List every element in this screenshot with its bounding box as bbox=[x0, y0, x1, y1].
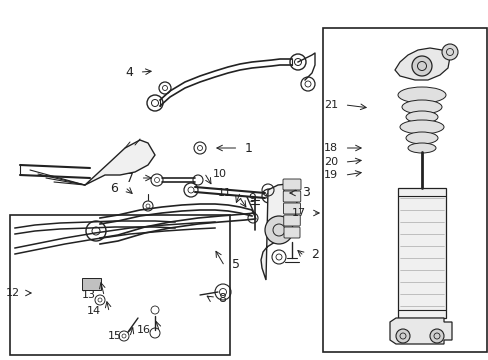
Circle shape bbox=[264, 216, 292, 244]
Bar bbox=[10, 215, 229, 355]
Text: 10: 10 bbox=[213, 169, 226, 179]
FancyBboxPatch shape bbox=[283, 215, 300, 226]
Text: 17: 17 bbox=[291, 208, 305, 218]
Text: 16: 16 bbox=[137, 325, 151, 335]
Ellipse shape bbox=[405, 132, 437, 144]
Ellipse shape bbox=[399, 120, 443, 134]
Circle shape bbox=[429, 329, 443, 343]
Polygon shape bbox=[261, 184, 296, 280]
Text: 7: 7 bbox=[126, 171, 134, 184]
FancyBboxPatch shape bbox=[283, 191, 300, 202]
Text: 1: 1 bbox=[244, 141, 252, 154]
Text: 15: 15 bbox=[108, 331, 122, 341]
Text: 2: 2 bbox=[310, 248, 318, 261]
Ellipse shape bbox=[401, 100, 441, 114]
Text: 3: 3 bbox=[302, 186, 309, 199]
Text: 19: 19 bbox=[323, 170, 337, 180]
Text: 8: 8 bbox=[218, 292, 225, 305]
Polygon shape bbox=[394, 48, 449, 80]
Circle shape bbox=[411, 56, 431, 76]
Bar bbox=[323, 28, 486, 352]
Circle shape bbox=[441, 44, 457, 60]
Text: 11: 11 bbox=[218, 188, 231, 198]
Polygon shape bbox=[85, 140, 155, 185]
Ellipse shape bbox=[405, 111, 437, 123]
Ellipse shape bbox=[407, 143, 435, 153]
Text: 21: 21 bbox=[323, 100, 337, 110]
Polygon shape bbox=[389, 318, 451, 344]
Text: 4: 4 bbox=[125, 66, 133, 78]
Text: 9: 9 bbox=[247, 192, 255, 204]
Text: 14: 14 bbox=[87, 306, 101, 316]
FancyBboxPatch shape bbox=[283, 203, 300, 214]
FancyBboxPatch shape bbox=[284, 227, 299, 238]
Text: 12: 12 bbox=[6, 288, 20, 298]
Text: 5: 5 bbox=[231, 258, 240, 271]
Text: 20: 20 bbox=[323, 157, 337, 167]
Ellipse shape bbox=[397, 87, 445, 103]
Bar bbox=[397, 188, 445, 318]
Text: 13: 13 bbox=[82, 290, 96, 300]
Circle shape bbox=[395, 329, 409, 343]
FancyBboxPatch shape bbox=[283, 179, 301, 190]
Text: 6: 6 bbox=[110, 181, 118, 194]
Text: 18: 18 bbox=[323, 143, 337, 153]
FancyBboxPatch shape bbox=[81, 278, 101, 289]
